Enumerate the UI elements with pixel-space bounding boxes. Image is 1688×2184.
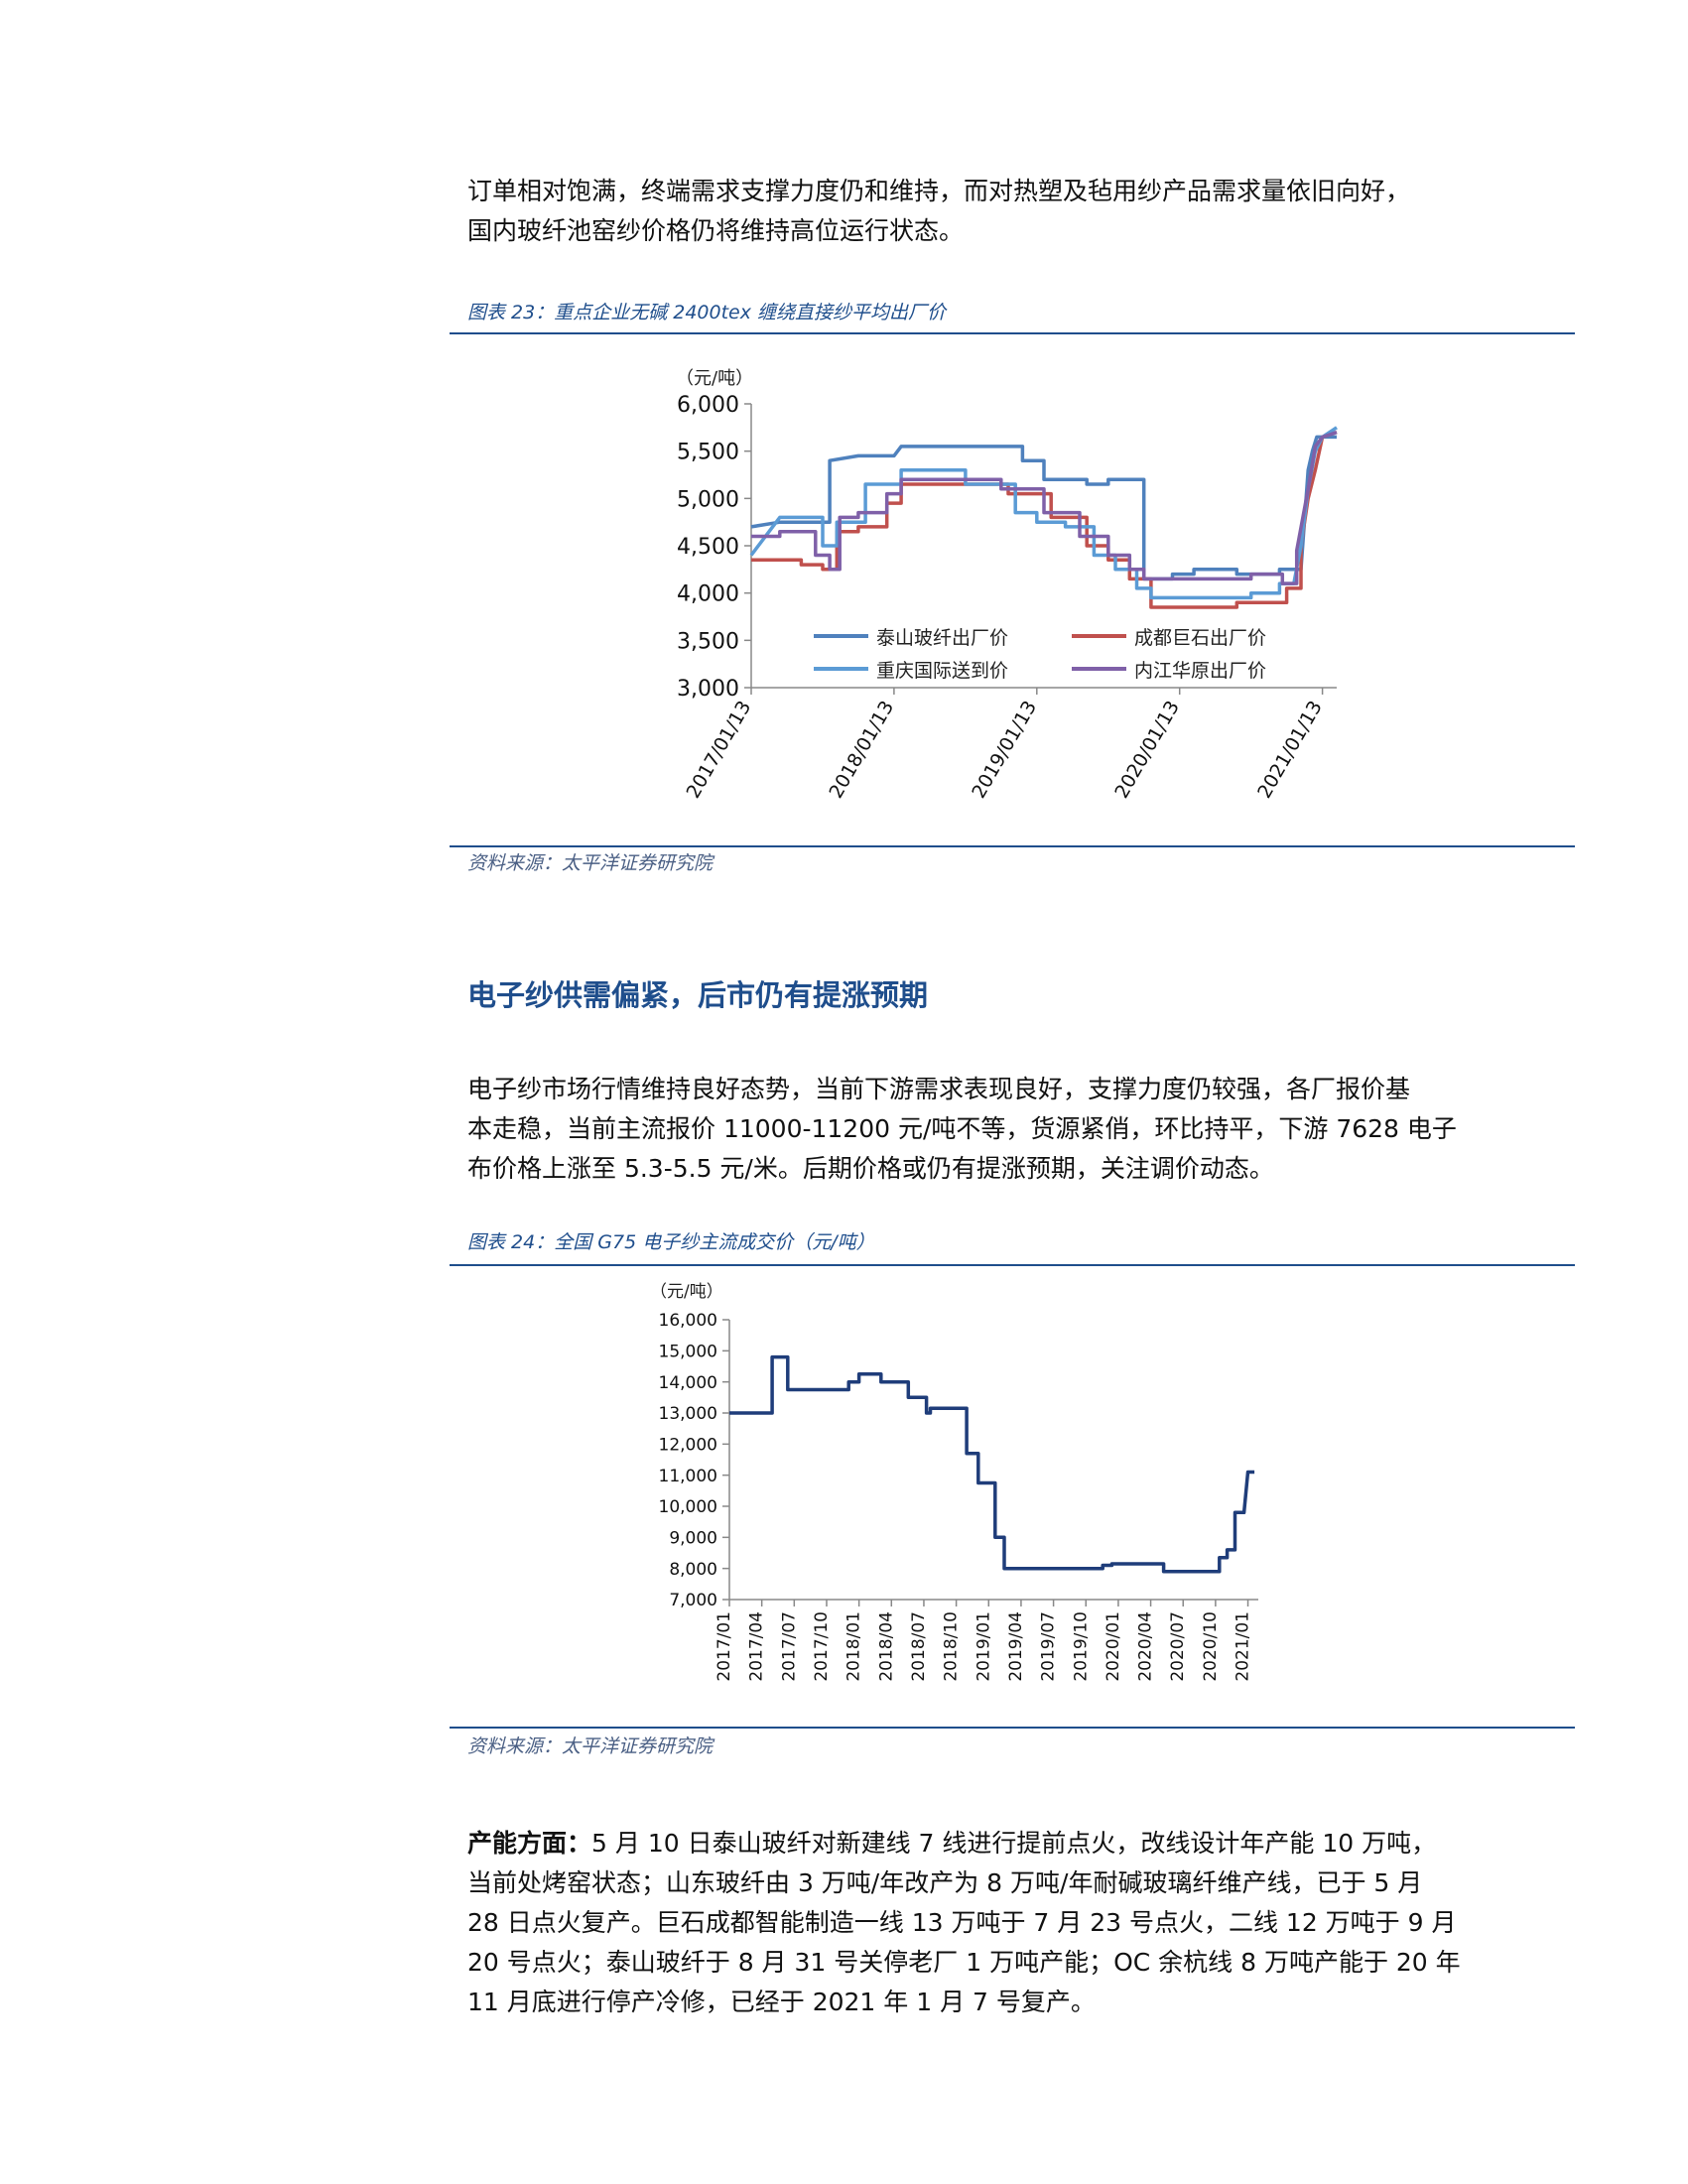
- x-tick-label: 2019/07: [1039, 1611, 1059, 1682]
- x-tick-label: 2018/07: [909, 1611, 929, 1682]
- y-tick-label: 8,000: [669, 1560, 717, 1580]
- x-tick-label: 2017/07: [779, 1611, 799, 1682]
- legend-label: 重庆国际送到价: [876, 660, 1008, 682]
- section-heading: 电子纱供需偏紧，后市仍有提涨预期: [467, 978, 929, 1012]
- source-rule: [450, 1727, 1575, 1729]
- y-tick-label: 9,000: [669, 1528, 717, 1548]
- figure-source: 资料来源：太平洋证券研究院: [467, 1735, 714, 1757]
- y-tick-label: 12,000: [659, 1435, 717, 1455]
- y-tick-label: 4,500: [677, 535, 739, 560]
- caption-rule: [450, 332, 1575, 334]
- x-tick-label: 2021/01/13: [1253, 698, 1327, 803]
- price-line-chart: （元/吨） 3,000 3,500 4,000 4,500 5,000 5,500 6,00…: [676, 368, 1338, 803]
- intro-line: 订单相对饱满，终端需求支撑力度仍和维持，而对热塑及毡用纱产品需求量依旧向好，: [467, 177, 1411, 205]
- x-tick-label: 2018/01/13: [825, 698, 898, 803]
- x-tick-label: 2021/01: [1234, 1611, 1253, 1682]
- paragraph-line: 布价格上涨至 5.3-5.5 元/米。后期价格或仍有提涨预期，关注调价动态。: [467, 1154, 1274, 1183]
- y-tick-label: 7,000: [669, 1591, 717, 1610]
- chart-legend: 泰山玻纤出厂价 成都巨石出厂价 重庆国际送到价 内江华原出厂价: [814, 627, 1266, 682]
- paragraph-line: 电子纱市场行情维持良好态势，当前下游需求表现良好，支撑力度仍较强，各厂报价基: [467, 1075, 1411, 1103]
- legend-label: 成都巨石出厂价: [1134, 627, 1266, 649]
- figure-source: 资料来源：太平洋证券研究院: [467, 852, 714, 874]
- x-tick-label: 2020/07: [1168, 1611, 1188, 1682]
- y-tick-label: 5,500: [677, 441, 739, 465]
- y-tick-label: 10,000: [659, 1497, 717, 1517]
- series-line: [729, 1354, 1255, 1574]
- x-tick-label: 2019/01/13: [968, 698, 1041, 803]
- y-tick-label: 15,000: [659, 1342, 717, 1361]
- x-tick-label: 2020/10: [1201, 1611, 1221, 1682]
- x-tick-label: 2020/01/13: [1110, 698, 1184, 803]
- y-tick-label: 4,000: [677, 582, 739, 607]
- x-tick-label: 2017/01: [714, 1611, 734, 1682]
- x-tick-label: 2020/01: [1104, 1611, 1123, 1682]
- y-unit-label: （元/吨）: [676, 368, 753, 389]
- legend-label: 内江华原出厂价: [1134, 660, 1266, 682]
- y-tick-label: 16,000: [659, 1311, 717, 1331]
- x-tick-label: 2018/01: [844, 1611, 864, 1682]
- x-tick-label: 2018/04: [876, 1611, 896, 1682]
- paragraph-line: 当前处烤窑状态；山东玻纤由 3 万吨/年改产为 8 万吨/年耐碱玻璃纤维产线，已…: [467, 1868, 1423, 1897]
- series-line: [750, 435, 1337, 581]
- y-tick-label: 13,000: [659, 1404, 717, 1424]
- paragraph-line: 产能方面：5 月 10 日泰山玻纤对新建线 7 线进行提前点火，改线设计年产能 …: [467, 1824, 1559, 1863]
- x-tick-label: 2018/10: [942, 1611, 962, 1682]
- x-tick-label: 2019/01: [974, 1611, 993, 1682]
- caption-rule: [450, 1264, 1575, 1266]
- figure-caption: 图表 24：全国 G75 电子纱主流成交价（元/吨）: [467, 1231, 875, 1253]
- series-line: [751, 430, 1338, 585]
- paragraph-line: 28 日点火复产。巨石成都智能制造一线 13 万吨于 7 月 23 号点火，二线…: [467, 1908, 1457, 1937]
- intro-line: 国内玻纤池窑纱价格仍将维持高位运行状态。: [467, 216, 965, 245]
- y-tick-label: 3,500: [677, 629, 739, 654]
- series-line: [749, 426, 1338, 600]
- x-tick-label: 2017/04: [747, 1611, 767, 1682]
- figure-caption: 图表 23：重点企业无碱 2400tex 缠绕直接纱平均出厂价: [467, 302, 947, 323]
- g75-price-chart: （元/吨） 7,000 8,000 9,000 10,000 11,000 12,000 1…: [650, 1282, 1258, 1682]
- section-paragraph: 电子纱市场行情维持良好态势，当前下游需求表现良好，支撑力度仍较强，各厂报价基 本…: [467, 1070, 1559, 1189]
- intro-paragraph: 订单相对饱满，终端需求支撑力度仍和维持，而对热塑及毡用纱产品需求量依旧向好， 国…: [467, 172, 1559, 251]
- paragraph-line: 11 月底进行停产冷修，已经于 2021 年 1 月 7 号复产。: [467, 1988, 1096, 2016]
- y-tick-label: 5,000: [677, 487, 739, 512]
- legend-label: 泰山玻纤出厂价: [876, 627, 1008, 649]
- source-rule: [450, 845, 1575, 847]
- paragraph-line: 20 号点火；泰山玻纤于 8 月 31 号关停老厂 1 万吨产能；OC 余杭线 …: [467, 1948, 1461, 1977]
- x-tick-label: 2019/10: [1071, 1611, 1091, 1682]
- y-unit-label: （元/吨）: [650, 1282, 723, 1302]
- x-tick-label: 2017/01/13: [683, 698, 756, 803]
- x-tick-label: 2019/04: [1006, 1611, 1026, 1682]
- y-tick-label: 3,000: [677, 677, 739, 702]
- x-tick-label: 2020/04: [1136, 1611, 1156, 1682]
- paragraph-lead: 产能方面：: [467, 1829, 592, 1858]
- paragraph-line: 本走稳，当前主流报价 11000-11200 元/吨不等，货源紧俏，环比持平，下…: [467, 1114, 1457, 1143]
- y-tick-label: 6,000: [677, 393, 739, 418]
- y-tick-label: 11,000: [659, 1467, 717, 1486]
- y-tick-label: 14,000: [659, 1373, 717, 1393]
- x-tick-label: 2017/10: [812, 1611, 832, 1682]
- capacity-paragraph: 产能方面：5 月 10 日泰山玻纤对新建线 7 线进行提前点火，改线设计年产能 …: [467, 1824, 1559, 2022]
- paragraph-first-line: 5 月 10 日泰山玻纤对新建线 7 线进行提前点火，改线设计年产能 10 万吨…: [591, 1829, 1437, 1858]
